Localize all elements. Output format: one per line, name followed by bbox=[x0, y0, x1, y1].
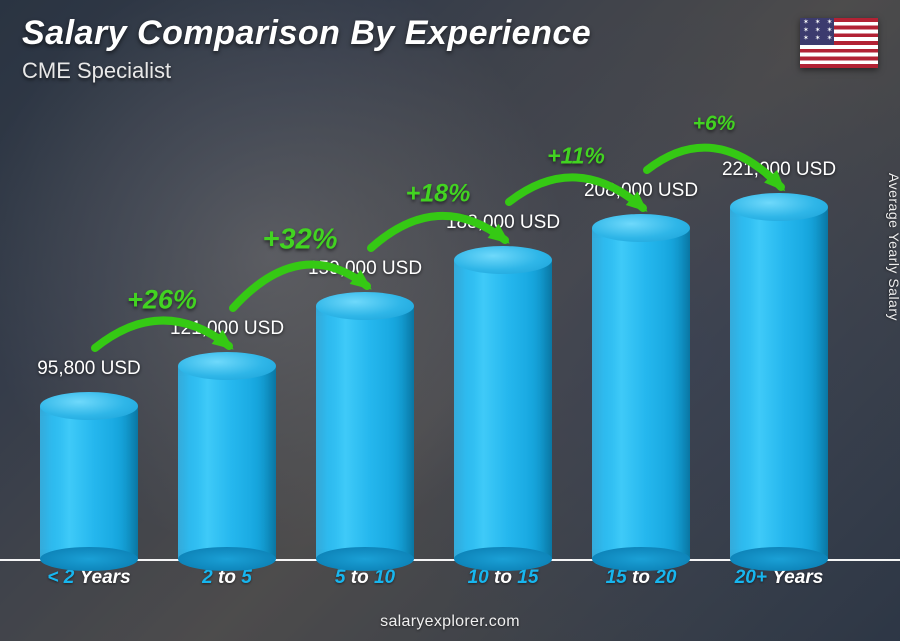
bar bbox=[730, 207, 828, 559]
bar-cylinder bbox=[178, 366, 276, 559]
bar-value-label: 221,000 USD bbox=[722, 159, 836, 181]
bar-cylinder bbox=[730, 207, 828, 559]
bar-cylinder bbox=[316, 306, 414, 559]
page-subtitle: CME Specialist bbox=[22, 58, 171, 84]
bar-value-label: 121,000 USD bbox=[170, 318, 284, 340]
increase-badge: +26% bbox=[127, 285, 197, 316]
infographic-stage: Salary Comparison By Experience CME Spec… bbox=[0, 0, 900, 641]
footer-credit: salaryexplorer.com bbox=[0, 613, 900, 631]
y-axis-label: Average Yearly Salary bbox=[886, 173, 900, 321]
bar bbox=[454, 260, 552, 559]
increase-badge: +11% bbox=[547, 143, 605, 170]
bar-cylinder bbox=[40, 406, 138, 559]
flag-icon bbox=[800, 18, 878, 68]
bar bbox=[316, 306, 414, 559]
bar bbox=[592, 228, 690, 559]
bar-value-label: 159,000 USD bbox=[308, 258, 422, 280]
bar bbox=[40, 406, 138, 559]
bar-value-label: 208,000 USD bbox=[584, 180, 698, 202]
bar-value-label: 95,800 USD bbox=[37, 358, 141, 380]
bar-cylinder bbox=[592, 228, 690, 559]
bar-value-label: 188,000 USD bbox=[446, 212, 560, 234]
bar bbox=[178, 366, 276, 559]
bar-cylinder bbox=[454, 260, 552, 559]
bar-chart: < 2 Years95,800 USD2 to 5121,000 USD5 to… bbox=[30, 119, 860, 589]
increase-badge: +18% bbox=[406, 180, 471, 209]
xlabel-strong: 5 bbox=[335, 567, 346, 588]
page-title: Salary Comparison By Experience bbox=[22, 14, 591, 53]
increase-badge: +32% bbox=[263, 224, 338, 257]
increase-badge: +6% bbox=[693, 112, 736, 136]
